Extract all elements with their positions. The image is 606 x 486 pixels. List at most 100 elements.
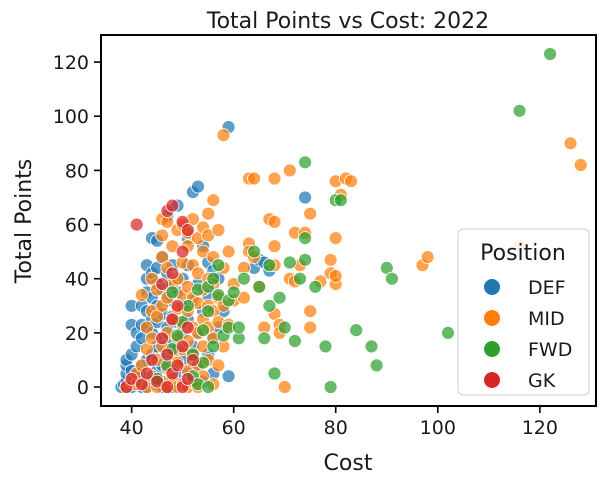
point-fwd-40	[298, 252, 313, 267]
point-gk-7	[155, 277, 170, 292]
point-gk-16	[170, 358, 185, 373]
point-fwd-33	[272, 290, 287, 305]
y-tick-label: 0	[77, 377, 89, 399]
legend-title: Position	[480, 241, 566, 266]
legend-marker-mid	[484, 310, 500, 326]
point-fwd-46	[349, 323, 364, 338]
point-fwd-17	[206, 271, 221, 286]
legend-label-gk: GK	[528, 370, 556, 392]
y-axis-ticks: 0 20 40 60 80 100 120	[53, 52, 101, 399]
point-def-104	[298, 190, 313, 205]
point-fwd-39	[298, 231, 313, 246]
point-fwd-23	[226, 285, 241, 300]
point-gk-9	[160, 380, 175, 394]
point-fwd-35	[282, 255, 297, 270]
point-gk-14	[165, 266, 180, 281]
point-fwd-31	[262, 258, 277, 273]
point-mid-82	[206, 193, 221, 208]
point-gk-17	[170, 298, 185, 313]
point-fwd-38	[298, 155, 313, 170]
point-mid-92	[221, 244, 236, 259]
x-tick-label: 40	[120, 417, 144, 439]
y-tick-label: 100	[53, 106, 89, 128]
x-tick-label: 100	[420, 417, 456, 439]
point-gk-15	[165, 312, 180, 327]
point-fwd-3	[165, 285, 180, 300]
chart-title: Total Points vs Cost: 2022	[206, 9, 489, 34]
point-gk-20	[175, 244, 190, 259]
point-mid-113	[282, 163, 297, 178]
point-gk-25	[185, 353, 200, 367]
point-mid-105	[267, 239, 282, 254]
point-mid-124	[323, 252, 338, 267]
point-gk-22	[180, 371, 195, 386]
y-tick-label: 120	[53, 52, 89, 74]
x-tick-label: 60	[222, 417, 246, 439]
point-fwd-26	[236, 271, 251, 286]
point-fwd-14	[201, 304, 216, 319]
point-mid-136	[573, 158, 588, 172]
point-gk-19	[175, 339, 190, 354]
point-mid-135	[563, 136, 578, 151]
point-gk-13	[165, 198, 180, 213]
point-fwd-32	[267, 366, 282, 381]
point-mid-90	[216, 128, 231, 143]
y-axis-label: Total Points	[12, 159, 37, 284]
point-fwd-13	[201, 380, 216, 394]
point-fwd-12	[196, 323, 211, 338]
point-def-85	[191, 179, 205, 194]
point-fwd-47	[364, 339, 379, 354]
point-fwd-16	[206, 339, 221, 354]
point-fwd-19	[211, 258, 226, 273]
x-tick-label: 120	[522, 417, 558, 439]
point-mid-106	[267, 214, 282, 229]
legend-label-def: DEF	[528, 277, 566, 299]
point-fwd-28	[252, 279, 267, 294]
point-mid-76	[201, 206, 216, 221]
legend-items: DEF MID FWD GK	[484, 277, 572, 392]
x-axis-label: Cost	[324, 451, 373, 476]
point-fwd-34	[277, 320, 292, 335]
point-fwd-37	[293, 271, 307, 286]
x-axis-ticks: 40 60 80 100 120	[120, 406, 558, 439]
legend-label-mid: MID	[528, 308, 565, 330]
point-gk-4	[139, 366, 154, 381]
point-mid-131	[344, 174, 359, 189]
point-fwd-45	[333, 193, 348, 208]
point-mid-100	[247, 171, 262, 186]
point-fwd-43	[323, 380, 338, 394]
y-tick-label: 60	[65, 215, 89, 237]
point-mid-126	[328, 231, 343, 246]
point-mid-83	[211, 358, 226, 373]
point-mid-119	[303, 206, 318, 221]
point-fwd-29	[257, 331, 272, 346]
point-def-98	[221, 369, 236, 384]
point-fwd-52	[512, 103, 527, 118]
point-fwd-36	[287, 334, 302, 348]
point-fwd-51	[441, 325, 455, 340]
point-mid-128	[328, 269, 343, 283]
point-mid-120	[303, 320, 318, 335]
point-fwd-53	[543, 47, 557, 61]
x-tick-label: 80	[324, 417, 348, 439]
legend-marker-gk	[484, 372, 500, 388]
point-gk-23	[180, 223, 195, 237]
point-mid-121	[303, 304, 318, 319]
y-tick-label: 80	[65, 160, 89, 182]
y-tick-label: 40	[65, 269, 89, 291]
point-fwd-41	[308, 279, 323, 294]
point-fwd-30	[262, 298, 277, 313]
point-mid-133	[420, 250, 435, 265]
point-gk-2	[129, 217, 144, 232]
point-fwd-50	[384, 271, 399, 286]
legend-marker-def	[484, 279, 500, 295]
legend: Position DEF MID FWD GK	[457, 228, 590, 396]
point-mid-109	[267, 171, 282, 186]
legend-label-fwd: FWD	[528, 339, 572, 361]
point-fwd-42	[318, 339, 333, 354]
point-fwd-25	[231, 320, 246, 335]
legend-marker-fwd	[484, 341, 500, 357]
plot-frame	[100, 34, 597, 407]
point-gk-24	[180, 320, 195, 335]
